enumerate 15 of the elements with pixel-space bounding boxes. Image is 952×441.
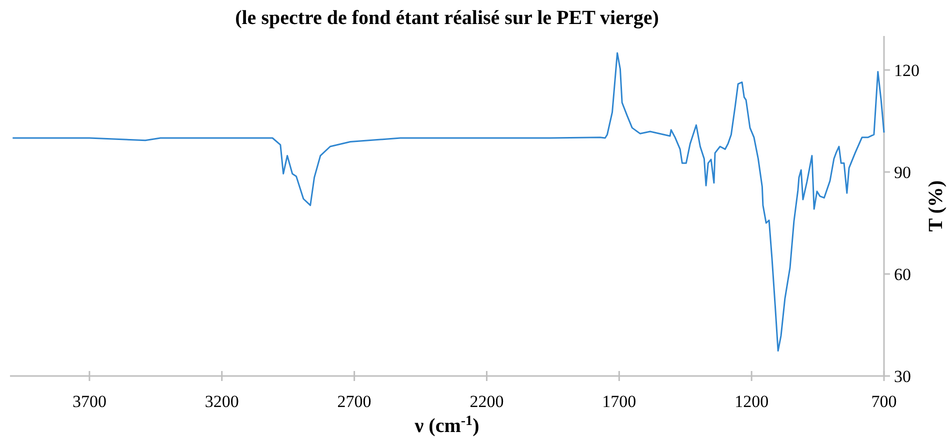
x-tick-label: 1200 <box>734 392 769 411</box>
x-tick-label: 3200 <box>204 392 239 411</box>
x-tick-label: 700 <box>871 392 897 411</box>
x-tick-label: 2200 <box>470 392 504 411</box>
y2-tick-label: 90 <box>894 163 911 182</box>
x-tick-label: 3700 <box>72 392 106 411</box>
chart-subtitle: (le spectre de fond étant réalisé sur le PET vierge) <box>235 7 659 29</box>
y2-axis-title: T (%) <box>925 180 947 232</box>
x-axis-title: ν (cm$^{-1}$) <box>414 414 480 437</box>
x-tick-label: 1700 <box>602 392 636 411</box>
y2-tick-label: 60 <box>894 265 911 284</box>
line-series <box>12 52 885 352</box>
x-tick-label: 2700 <box>337 392 372 411</box>
y2-tick-label: 30 <box>894 367 911 386</box>
y2-tick-label: 120 <box>894 61 920 80</box>
